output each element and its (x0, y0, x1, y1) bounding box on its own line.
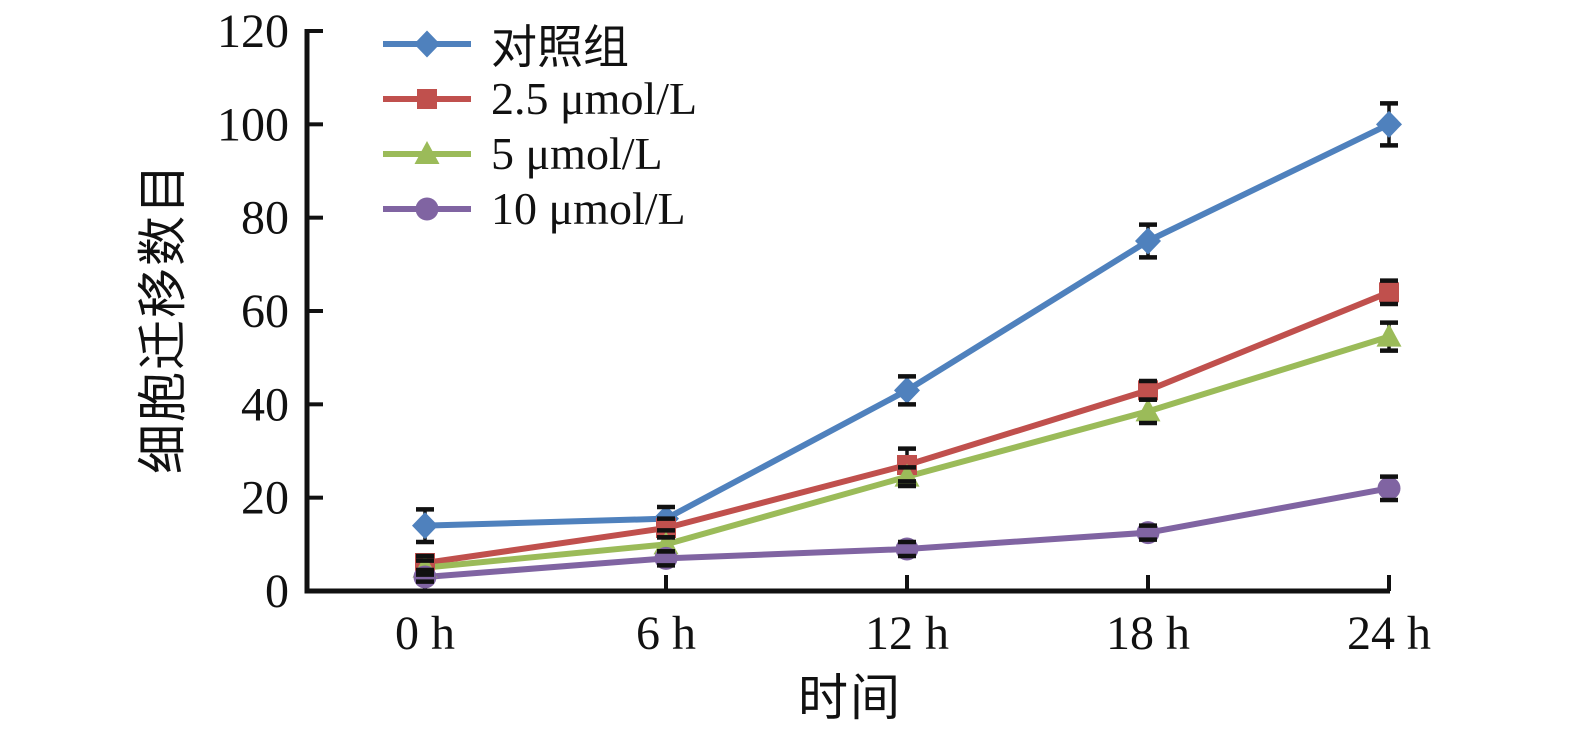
diamond-marker-icon (414, 30, 440, 57)
triangle-marker-icon (414, 140, 440, 164)
circle-marker-icon (415, 197, 439, 220)
series-markers (412, 110, 1402, 589)
axes: 0 20 40 60 80 100 120 0 h 6 h 12 h 18 h 24 h (217, 5, 1431, 660)
y-axis-title: 细胞迁移数目 (135, 162, 191, 474)
triangle-marker-icon (1135, 398, 1161, 422)
legend-label: 2.5 μmol/L (491, 73, 698, 124)
legend-swatch (383, 30, 471, 57)
y-tick-label: 80 (241, 192, 289, 245)
x-tick-label: 12 h (865, 607, 949, 660)
diamond-marker-icon (412, 512, 438, 540)
legend-label: 10 μmol/L (491, 183, 686, 234)
diamond-marker-icon (1135, 227, 1161, 255)
legend-label: 对照组 (491, 21, 629, 73)
y-tick-label: 0 (265, 565, 289, 618)
legend: 对照组 2.5 μmol/L 5 μmol/L 10 μmol/L (383, 16, 697, 236)
y-tick-label: 40 (241, 378, 289, 431)
x-tick-label: 24 h (1347, 607, 1431, 660)
series-line-3 (422, 485, 1392, 580)
diamond-marker-icon (1376, 110, 1402, 138)
x-tick-label: 18 h (1106, 607, 1190, 660)
legend-item-2: 5 μmol/L (383, 126, 697, 181)
legend-swatch (383, 140, 471, 164)
square-marker-icon (417, 88, 437, 109)
y-tick-label: 100 (217, 98, 289, 151)
legend-item-3: 10 μmol/L (383, 181, 697, 236)
square-marker-icon (1138, 380, 1158, 401)
legend-swatch (383, 88, 471, 109)
x-tick-label: 6 h (636, 607, 696, 660)
legend-item-0: 对照组 (383, 16, 697, 73)
triangle-marker-icon (1376, 323, 1402, 347)
triangle-marker-icon (653, 531, 679, 555)
diamond-marker-icon (894, 376, 920, 404)
legend-swatch (383, 197, 471, 220)
y-tick-label: 60 (241, 285, 289, 338)
legend-label: 5 μmol/L (491, 128, 663, 179)
square-marker-icon (656, 518, 676, 538)
error-bar-caps (416, 101, 1398, 584)
legend-item-1: 2.5 μmol/L (383, 71, 697, 126)
x-tick-label: 0 h (395, 607, 455, 660)
square-marker-icon (1379, 282, 1399, 303)
circle-marker-icon (1377, 476, 1401, 500)
y-tick-label: 120 (217, 5, 289, 58)
x-axis-title: 时间 (798, 670, 902, 726)
y-tick-label: 20 (241, 472, 289, 525)
